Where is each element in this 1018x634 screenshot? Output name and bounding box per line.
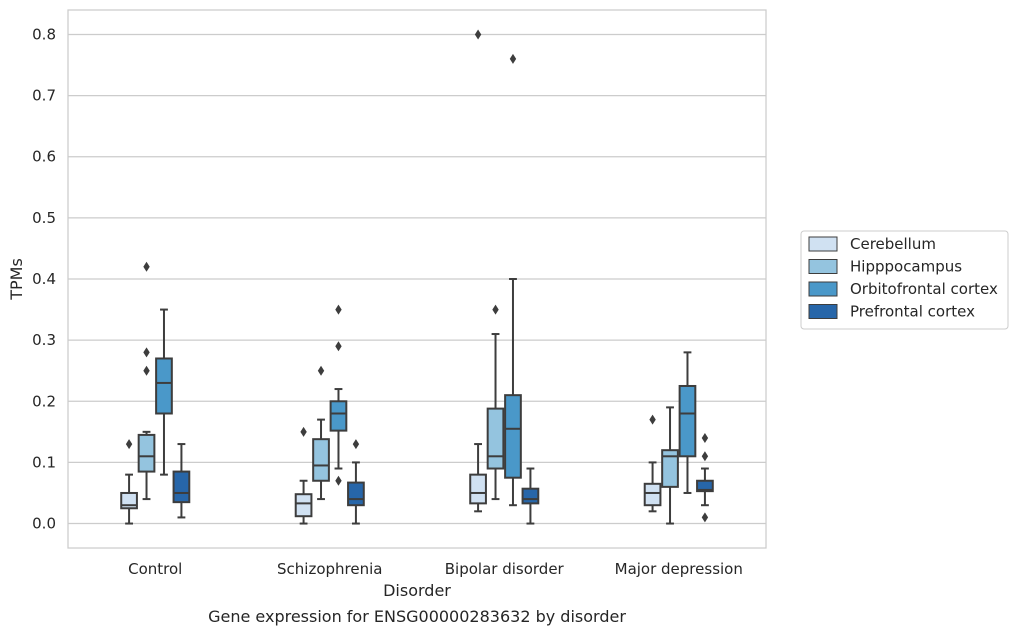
legend-swatch-hipppocampus	[808, 259, 838, 274]
outlier-point	[352, 439, 360, 450]
legend-label-orbitofrontal-cortex: Orbitofrontal cortex	[850, 280, 998, 298]
box-iqr	[486, 407, 505, 470]
box-iqr	[294, 493, 313, 518]
box-iqr	[172, 470, 191, 504]
y-tick-label: 0.5	[32, 209, 56, 227]
outlier-point	[300, 426, 307, 437]
outlier-point	[143, 347, 150, 358]
y-tick-label: 0.3	[32, 331, 56, 349]
box-cerebellum-major-depression	[643, 414, 662, 513]
x-tick-label-control: Control	[128, 560, 182, 578]
y-tick-label: 0.0	[32, 515, 56, 533]
outlier-point	[335, 304, 342, 315]
box-iqr	[678, 384, 697, 458]
y-tick-label: 0.6	[32, 148, 56, 166]
x-tick-label-bipolar-disorder: Bipolar disorder	[445, 560, 565, 578]
box-orbitofrontal-cortex-control	[155, 308, 173, 476]
x-axis-title: Disorder	[383, 581, 451, 600]
outlier-point	[509, 53, 517, 64]
box-cerebellum-schizophrenia	[294, 426, 313, 525]
box-hipppocampus-schizophrenia	[312, 365, 330, 501]
legend-label-hipppocampus: Hipppocampus	[850, 258, 962, 276]
legend: Cerebellum Hipppocampus Orbitofrontal cort…	[800, 230, 1009, 330]
outlier-point	[125, 439, 133, 450]
y-tick-labels: 0.0 0.1 0.2 0.3 0.4 0.5 0.6 0.7 0.8	[32, 25, 56, 532]
box-iqr	[504, 394, 522, 479]
plot-frame	[67, 9, 767, 549]
y-axis-title: TPMs	[7, 258, 26, 301]
box-prefrontal-cortex-bipolar-disorder	[521, 467, 540, 525]
outlier-point	[701, 432, 709, 443]
outlier-point	[474, 29, 482, 40]
box-iqr	[329, 400, 348, 432]
box-iqr	[469, 473, 487, 505]
legend-frame	[800, 230, 1009, 330]
box-hipppocampus-control	[137, 261, 156, 501]
box-iqr	[521, 487, 540, 505]
y-tick-label: 0.2	[32, 392, 56, 410]
legend-label-prefrontal-cortex: Prefrontal cortex	[850, 303, 975, 321]
box-iqr	[312, 438, 330, 482]
outlier-point	[335, 341, 342, 352]
grid-lines	[68, 33, 766, 525]
outlier-point	[335, 475, 342, 486]
box-iqr	[347, 481, 365, 507]
legend-swatch-orbitofrontal-cortex	[808, 281, 838, 297]
y-tick-label: 0.4	[32, 270, 56, 288]
box-iqr	[661, 449, 679, 488]
box-iqr	[643, 482, 662, 507]
legend-label-cerebellum: Cerebellum	[850, 235, 936, 253]
outlier-point	[317, 365, 325, 376]
chart-caption: Gene expression for ENSG00000283632 by d…	[208, 607, 626, 626]
box-iqr	[137, 433, 156, 473]
outlier-point	[143, 365, 150, 376]
box-hipppocampus-bipolar-disorder	[486, 304, 505, 501]
x-tick-labels: Control Schizophrenia Bipolar disorder Majo…	[128, 560, 743, 578]
box-prefrontal-cortex-major-depression	[696, 432, 714, 523]
x-tick-label-major-depression: Major depression	[615, 560, 743, 578]
box-hipppocampus-major-depression	[661, 406, 679, 525]
x-tick-label-schizophrenia: Schizophrenia	[277, 560, 382, 578]
legend-swatch-prefrontal-cortex	[808, 304, 838, 319]
outlier-point	[701, 451, 709, 462]
box-orbitofrontal-cortex-major-depression	[678, 351, 697, 494]
box-iqr	[155, 357, 173, 415]
y-tick-label: 0.8	[32, 25, 56, 43]
box-iqr	[696, 479, 714, 493]
box-cerebellum-control	[120, 439, 138, 525]
box-cerebellum-bipolar-disorder	[469, 29, 487, 513]
outlier-point	[143, 261, 150, 272]
y-tick-label: 0.1	[32, 453, 56, 471]
box-orbitofrontal-cortex-bipolar-disorder	[504, 53, 522, 507]
box-prefrontal-cortex-schizophrenia	[347, 439, 365, 525]
box-orbitofrontal-cortex-schizophrenia	[329, 304, 348, 486]
legend-swatch-cerebellum	[808, 236, 838, 252]
y-tick-label: 0.7	[32, 87, 56, 105]
outlier-point	[701, 512, 709, 523]
box-prefrontal-cortex-control	[172, 443, 191, 519]
outlier-point	[492, 304, 499, 315]
outlier-point	[649, 414, 656, 425]
box-series	[120, 29, 714, 525]
